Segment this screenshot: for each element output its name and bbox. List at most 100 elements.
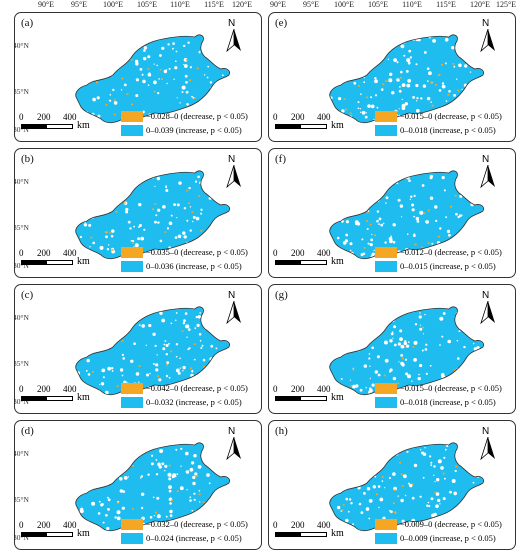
legend-label-increase: 0–0.032 (increase, p < 0.05) (146, 397, 242, 407)
legend-swatch-increase (121, 397, 143, 408)
north-label: N (482, 290, 490, 301)
scale-unit: km (77, 528, 90, 539)
legend-item-decrease: −0.042–0 (decrease, p < 0.05) (121, 382, 261, 395)
panel-label: (g) (275, 289, 288, 301)
scale-unit: km (77, 120, 90, 131)
panel-label: (b) (21, 153, 34, 165)
legend-swatch-increase (375, 125, 397, 136)
legend-label-decrease: −0.032–0 (decrease, p < 0.05) (146, 519, 248, 529)
north-arrow-icon: N (223, 426, 245, 461)
map-panel: (g) N 0 200 400 km −0.015–0 (decrease, p < 0.0… (268, 284, 516, 414)
legend-label-decrease: −0.015–0 (decrease, p < 0.05) (400, 383, 502, 393)
map-panel: (c) 40°N 35°N 30°N N 0 200 400 km −0.042–0 (decre… (14, 284, 262, 414)
legend-swatch-decrease (121, 519, 143, 530)
scale-tick: 400 (63, 112, 77, 122)
lon-label: 100°E (333, 0, 355, 9)
lon-label: 125°E (495, 0, 517, 9)
panel-label: (a) (21, 17, 34, 29)
scale-tick: 0 (19, 248, 24, 258)
legend-label-decrease: −0.015–0 (decrease, p < 0.05) (400, 111, 502, 121)
scale-bar-graphic (21, 396, 73, 401)
scale-tick: 400 (63, 384, 77, 394)
longitude-labels-left: 90°E 95°E 100°E 105°E 110°E 115°E 120°E (0, 0, 260, 14)
legend-swatch-increase (121, 261, 143, 272)
lat-label: 30°N (14, 125, 29, 134)
legend-label-decrease: −0.035–0 (decrease, p < 0.05) (146, 247, 248, 257)
legend: −0.009–0 (decrease, p < 0.05) 0–0.009 (in… (375, 517, 515, 545)
scale-bar: 0 200 400 km (273, 384, 373, 408)
legend-label-increase: 0–0.015 (increase, p < 0.05) (400, 261, 496, 271)
scale-unit: km (331, 256, 344, 267)
legend-label-increase: 0–0.039 (increase, p < 0.05) (146, 125, 242, 135)
legend-label-increase: 0–0.018 (increase, p < 0.05) (400, 125, 496, 135)
longitude-labels-right: 90°E 95°E 100°E 105°E 110°E 115°E 120°E … (260, 0, 520, 14)
legend-swatch-decrease (375, 247, 397, 258)
legend-swatch-decrease (121, 383, 143, 394)
legend-swatch-decrease (375, 111, 397, 122)
legend-item-increase: 0–0.039 (increase, p < 0.05) (121, 124, 261, 137)
scale-unit: km (77, 256, 90, 267)
lat-label: 30°N (14, 533, 29, 542)
lon-label: 105°E (367, 0, 389, 9)
scale-bar: 0 200 400 km (273, 112, 373, 136)
map-panel: (d) 40°N 35°N 30°N N 0 200 400 km −0.032–0 (decre… (14, 420, 262, 550)
north-label: N (482, 426, 490, 437)
legend-label-decrease: −0.042–0 (decrease, p < 0.05) (146, 383, 248, 393)
lon-label: 110°E (402, 0, 422, 9)
legend-item-decrease: −0.032–0 (decrease, p < 0.05) (121, 518, 261, 531)
scale-tick: 0 (19, 384, 24, 394)
legend-item-decrease: −0.028–0 (decrease, p < 0.05) (121, 110, 261, 123)
scale-bar-graphic (275, 124, 327, 129)
lon-label: 120°E (469, 0, 491, 9)
scale-tick: 400 (63, 520, 77, 530)
legend-item-increase: 0–0.018 (increase, p < 0.05) (375, 396, 515, 409)
legend-item-decrease: −0.012–0 (decrease, p < 0.05) (375, 246, 515, 259)
yellow-river-basin-map (329, 170, 484, 260)
north-arrow-icon: N (223, 154, 245, 189)
legend-label-increase: 0–0.036 (increase, p < 0.05) (146, 261, 242, 271)
map-panel: (b) 40°N 35°N 30°N N 0 200 400 km −0.035–0 (decre… (14, 148, 262, 278)
legend-swatch-increase (375, 261, 397, 272)
legend-swatch-increase (121, 533, 143, 544)
scale-unit: km (77, 392, 90, 403)
scale-bar-graphic (275, 260, 327, 265)
scale-unit: km (331, 392, 344, 403)
north-arrow-icon: N (477, 290, 499, 325)
lat-label: 30°N (14, 397, 29, 406)
lon-label: 110°E (170, 0, 190, 9)
scale-unit: km (331, 120, 344, 131)
legend-label-increase: 0–0.009 (increase, p < 0.05) (400, 533, 496, 543)
legend: −0.028–0 (decrease, p < 0.05) 0–0.039 (in… (121, 109, 261, 137)
lon-label: 90°E (37, 0, 55, 9)
north-arrow-icon: N (477, 426, 499, 461)
legend: −0.015–0 (decrease, p < 0.05) 0–0.018 (in… (375, 109, 515, 137)
legend-item-increase: 0–0.018 (increase, p < 0.05) (375, 124, 515, 137)
lon-label: 115°E (436, 0, 456, 9)
legend-item-increase: 0–0.024 (increase, p < 0.05) (121, 532, 261, 545)
scale-tick: 400 (317, 248, 331, 258)
lat-label: 35°N (14, 223, 29, 232)
scale-tick: 0 (19, 112, 24, 122)
lon-label: 120°E (231, 0, 253, 9)
north-label: N (228, 426, 236, 437)
lon-label: 95°E (70, 0, 88, 9)
legend: −0.042–0 (decrease, p < 0.05) 0–0.032 (in… (121, 381, 261, 409)
scale-tick: 400 (317, 520, 331, 530)
legend: −0.012–0 (decrease, p < 0.05) 0–0.015 (in… (375, 245, 515, 273)
yellow-river-basin-map (329, 442, 484, 532)
lat-label: 30°N (14, 261, 29, 270)
legend-item-increase: 0–0.036 (increase, p < 0.05) (121, 260, 261, 273)
scale-bar: 0 200 400 km (19, 112, 119, 136)
lon-label: 90°E (269, 0, 287, 9)
lon-label: 115°E (204, 0, 224, 9)
yellow-river-basin-map (75, 170, 230, 260)
north-arrow-icon: N (477, 154, 499, 189)
scale-tick: 200 (291, 520, 305, 530)
panel-label: (h) (275, 425, 288, 437)
panel-label: (c) (21, 289, 34, 301)
scale-bar-graphic (275, 532, 327, 537)
scale-bar: 0 200 400 km (19, 520, 119, 544)
lat-label: 35°N (14, 359, 29, 368)
yellow-river-basin-map (75, 34, 230, 124)
